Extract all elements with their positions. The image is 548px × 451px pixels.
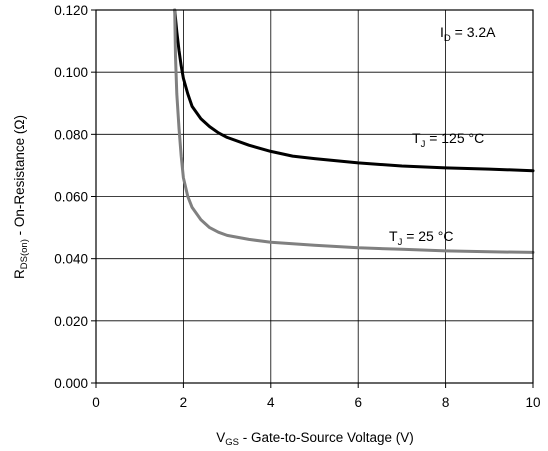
series-line-tj-25 bbox=[173, 8, 535, 254]
y-tick-label: 0.020 bbox=[54, 314, 88, 329]
x-axis-label: VGS - Gate-to-Source Voltage (V) bbox=[216, 430, 414, 448]
grid bbox=[96, 10, 533, 383]
series-label-tj-25: TJ = 25 °C bbox=[389, 228, 453, 248]
y-tick-label: 0.040 bbox=[54, 252, 88, 267]
x-tick-label: 8 bbox=[442, 395, 450, 410]
x-tick-label: 4 bbox=[267, 395, 275, 410]
series-line-tj-125 bbox=[173, 8, 535, 173]
x-tick-label: 6 bbox=[354, 395, 362, 410]
x-tick-label: 2 bbox=[180, 395, 188, 410]
tick-marks bbox=[91, 9, 534, 388]
drain-current-annotation: ID = 3.2A bbox=[440, 24, 496, 44]
series-lines bbox=[173, 8, 535, 254]
y-tick-label: 0.120 bbox=[54, 3, 88, 18]
y-tick-label: 0.000 bbox=[54, 376, 88, 391]
x-tick-label: 0 bbox=[92, 395, 100, 410]
y-tick-label: 0.080 bbox=[54, 127, 88, 142]
y-axis-label: RDS(on) - On-Resistance (Ω) bbox=[12, 115, 30, 279]
series-label-tj-125: TJ = 125 °C bbox=[412, 130, 484, 150]
y-tick-label: 0.060 bbox=[54, 190, 88, 205]
tick-labels: 0 2 4 6 8 10 0.000 0.020 0.040 0.060 0.080 0.100 0.1… bbox=[54, 3, 540, 410]
y-tick-label: 0.100 bbox=[54, 65, 88, 80]
x-tick-label: 10 bbox=[525, 395, 540, 410]
